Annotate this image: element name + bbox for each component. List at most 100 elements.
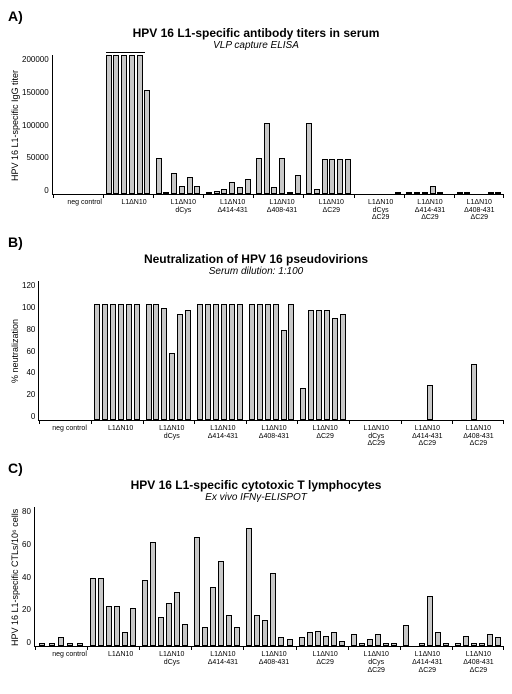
bar (471, 643, 477, 646)
bar (187, 177, 193, 194)
bar (129, 55, 135, 194)
bar (254, 615, 260, 646)
bar-group (246, 281, 298, 420)
bar (422, 192, 428, 194)
bar (435, 632, 441, 646)
y-tick: 40 (22, 573, 31, 582)
bar (194, 186, 200, 194)
bar (306, 123, 312, 194)
panel-title: HPV 16 L1-specific antibody titers in se… (8, 26, 504, 40)
bar-group (349, 281, 401, 420)
x-tick-label: L1ΔN10Δ408-431ΔC29 (455, 195, 504, 222)
bar (279, 158, 285, 194)
y-axis-label: % neutralization (8, 281, 22, 421)
bar (226, 615, 232, 646)
bar (495, 637, 501, 646)
x-tick-label: L1ΔN10dCys (146, 647, 197, 674)
bar (163, 192, 169, 194)
y-axis-label: HPV 16 L1-specific CTLs/10⁶ cells (8, 507, 22, 647)
bar-group (143, 281, 195, 420)
bar-group (91, 281, 143, 420)
bar-group (454, 55, 504, 194)
bar-group (243, 507, 295, 646)
bar (169, 353, 175, 420)
x-axis: neg controlL1ΔN10L1ΔN10dCysL1ΔN10Δ414-43… (8, 421, 504, 448)
x-tick-label: neg control (44, 421, 95, 448)
x-tick-label: L1ΔN10dCys (159, 195, 208, 222)
bar-group (194, 281, 246, 420)
x-tick-label: neg control (60, 195, 109, 222)
y-tick: 40 (22, 368, 35, 377)
bar-group (153, 55, 203, 194)
bar (307, 632, 313, 646)
bar (419, 643, 425, 646)
bar (337, 159, 343, 194)
x-tick-label: L1ΔN10Δ408-431 (248, 421, 299, 448)
x-axis: neg controlL1ΔN10L1ΔN10dCysL1ΔN10Δ414-43… (8, 647, 504, 674)
bar-group (297, 281, 349, 420)
bar (210, 587, 216, 646)
bar (161, 308, 167, 420)
x-tick-label: L1ΔN10ΔC29 (300, 421, 351, 448)
bar (295, 175, 301, 194)
bar (67, 643, 73, 646)
y-tick: 60 (22, 347, 35, 356)
x-tick-label: L1ΔN10dCysΔC29 (351, 421, 402, 448)
bar (299, 637, 305, 646)
bar (182, 624, 188, 647)
bar (156, 158, 162, 194)
bar (58, 637, 64, 646)
bar (229, 304, 235, 420)
x-tick-label: L1ΔN10Δ414-431 (197, 647, 248, 674)
x-tick-label: L1ΔN10dCys (146, 421, 197, 448)
bar (142, 580, 148, 646)
bar (205, 304, 211, 420)
bar (278, 637, 284, 646)
x-tick-label: L1ΔN10Δ408-431ΔC29 (453, 647, 504, 674)
panel-subtitle: Ex vivo IFNγ-ELISPOT (8, 492, 504, 503)
bar (130, 608, 136, 646)
bar (488, 192, 494, 194)
bar-group (354, 55, 404, 194)
bar (206, 192, 212, 194)
y-tick: 100000 (22, 121, 49, 130)
x-tick-label: neg control (44, 647, 95, 674)
bar (300, 388, 306, 420)
plot-area (39, 281, 504, 421)
x-axis: neg controlL1ΔN10L1ΔN10dCysL1ΔN10Δ414-43… (8, 195, 504, 222)
bar (146, 304, 152, 420)
bar (94, 304, 100, 420)
bar (221, 189, 227, 194)
chart-area: HPV 16 L1-specific IgG titer200000150000… (8, 55, 504, 195)
bar (457, 192, 463, 194)
bar (427, 596, 433, 646)
bar (237, 187, 243, 194)
x-tick-label: L1ΔN10 (95, 421, 146, 448)
x-tick-label: L1ΔN10Δ408-431ΔC29 (453, 421, 504, 448)
bar (262, 620, 268, 646)
y-tick: 0 (22, 638, 31, 647)
panel-label: B) (8, 234, 504, 250)
bar-group (253, 55, 303, 194)
y-tick: 20 (22, 390, 35, 399)
bar (246, 528, 252, 646)
panel-subtitle: VLP capture ELISA (8, 40, 504, 51)
bar (427, 385, 433, 420)
bar (153, 304, 159, 420)
bar (166, 603, 172, 646)
panel-title: Neutralization of HPV 16 pseudovirions (8, 252, 504, 266)
bar (331, 632, 337, 646)
bar (179, 186, 185, 194)
bar (150, 542, 156, 646)
bar (351, 634, 357, 646)
bar (314, 189, 320, 194)
x-tick-label: L1ΔN10Δ414-431ΔC29 (405, 195, 454, 222)
bar (106, 55, 112, 194)
bar (221, 304, 227, 420)
x-tick-label: L1ΔN10 (95, 647, 146, 674)
bar (367, 639, 373, 646)
x-tick-label: L1ΔN10Δ414-431 (208, 195, 257, 222)
bar (256, 158, 262, 194)
plot-area (53, 55, 504, 195)
bar (281, 330, 287, 420)
